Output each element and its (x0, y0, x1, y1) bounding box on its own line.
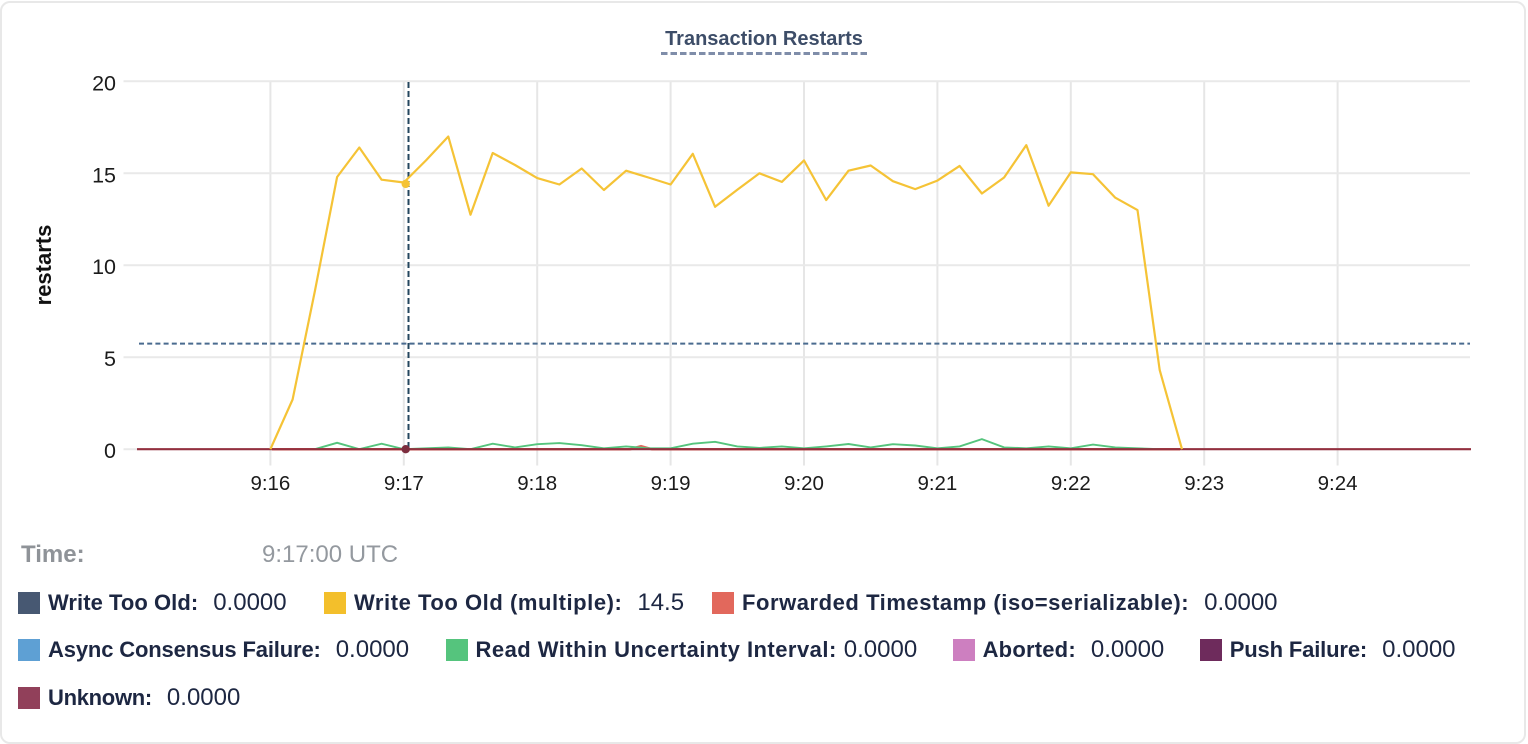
svg-text:9:23: 9:23 (1184, 472, 1224, 495)
svg-text:restarts: restarts (31, 225, 56, 306)
svg-text:10: 10 (92, 255, 116, 279)
svg-text:9:20: 9:20 (784, 472, 824, 495)
svg-text:20: 20 (92, 71, 116, 95)
svg-text:9:19: 9:19 (651, 472, 691, 495)
svg-text:9:24: 9:24 (1318, 472, 1358, 495)
svg-text:5: 5 (104, 347, 116, 371)
svg-text:9:18: 9:18 (517, 472, 557, 495)
svg-text:9:17: 9:17 (384, 472, 424, 495)
svg-text:9:21: 9:21 (917, 472, 957, 495)
svg-text:9:16: 9:16 (250, 472, 290, 495)
svg-text:15: 15 (92, 163, 116, 187)
svg-text:9:22: 9:22 (1051, 472, 1091, 495)
svg-text:0: 0 (104, 439, 116, 463)
